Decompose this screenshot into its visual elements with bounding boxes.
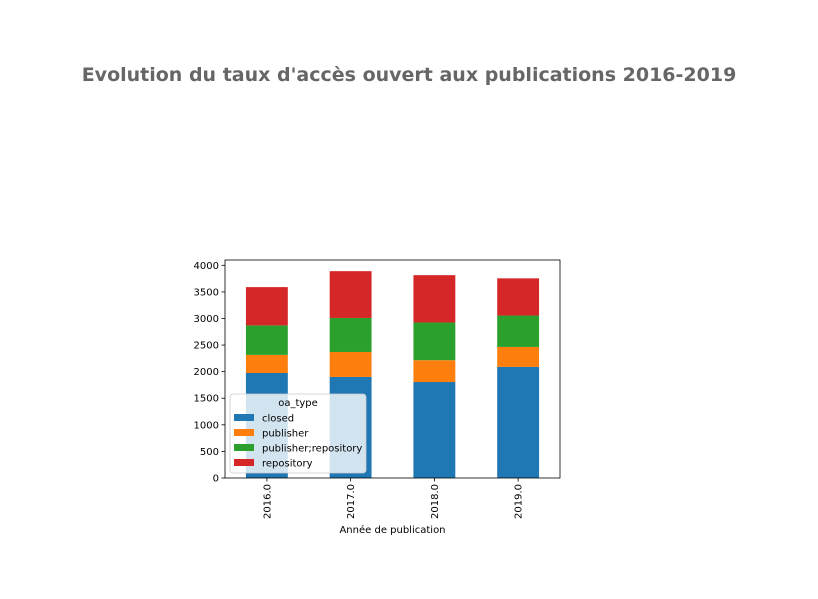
y-tick-label: 4000 — [194, 261, 219, 272]
y-tick-label: 2500 — [194, 341, 219, 352]
bar-publisher-repository-2017-0 — [329, 317, 372, 352]
y-tick-label: 3000 — [194, 314, 219, 325]
x-tick-label: 2017.0 — [346, 484, 357, 519]
legend-entry-label: publisher;repository — [262, 444, 362, 455]
y-tick-label: 3500 — [194, 287, 219, 298]
bar-repository-2016-0 — [245, 287, 288, 326]
legend-title: oa_type — [278, 398, 318, 409]
bar-publisher-2019-0 — [497, 346, 540, 367]
legend-entry-label: publisher — [262, 429, 309, 440]
x-axis: 2016.0 2017.0 2018.0 2019.0 — [262, 478, 525, 519]
plot-area-frame — [224, 259, 561, 479]
x-tick-label: 2019.0 — [514, 484, 525, 519]
bar-closed-2018-0 — [413, 382, 456, 478]
x-axis-label: Année de publication — [339, 524, 445, 536]
x-tick-label: 2018.0 — [430, 484, 441, 519]
y-tick-label: 1000 — [194, 420, 219, 431]
bar-closed-2019-0 — [497, 366, 540, 478]
bar-publisher-repository-2018-0 — [413, 322, 456, 361]
x-tick-label: 2016.0 — [262, 484, 273, 519]
bar-repository-2018-0 — [413, 275, 456, 323]
bar-repository-2019-0 — [497, 278, 540, 316]
legend-swatch — [234, 459, 254, 466]
legend-box — [229, 393, 367, 474]
y-tick-label: 2000 — [194, 367, 219, 378]
bar-publisher-2017-0 — [329, 351, 372, 377]
legend-swatch — [234, 414, 254, 421]
y-axis: 0 500 1000 1500 2000 2500 3000 3500 4000 — [194, 261, 225, 485]
bar-publisher-repository-2016-0 — [245, 325, 288, 355]
bar-publisher-2018-0 — [413, 360, 456, 383]
legend-swatch — [234, 444, 254, 451]
legend: oa_type closed publisher publisher;reposit… — [229, 393, 367, 474]
bar-publisher-repository-2019-0 — [497, 315, 540, 347]
bar-publisher-2016-0 — [245, 354, 288, 373]
y-tick-label: 0 — [213, 474, 219, 485]
legend-entry-label: closed — [262, 414, 294, 425]
legend-entry-label: repository — [262, 459, 313, 470]
y-tick-label: 500 — [200, 447, 219, 458]
bar-repository-2017-0 — [329, 271, 372, 318]
y-tick-label: 1500 — [194, 394, 219, 405]
legend-swatch — [234, 429, 254, 436]
chart-title: Evolution du taux d'accès ouvert aux pub… — [82, 64, 737, 86]
